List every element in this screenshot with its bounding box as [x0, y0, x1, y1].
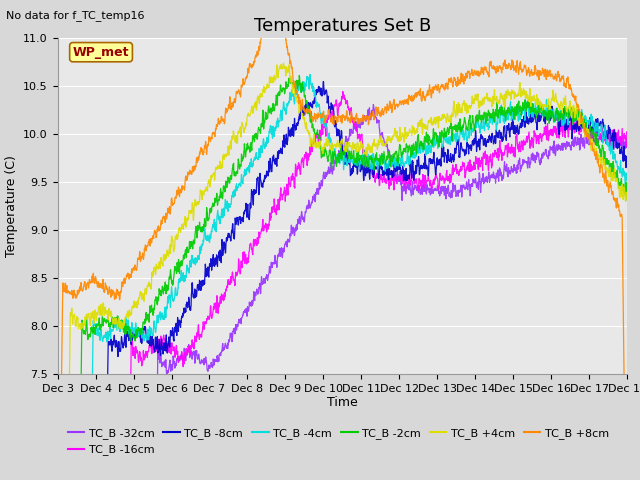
Text: WP_met: WP_met — [73, 46, 129, 59]
X-axis label: Time: Time — [327, 396, 358, 408]
Title: Temperatures Set B: Temperatures Set B — [254, 17, 431, 36]
Y-axis label: Temperature (C): Temperature (C) — [4, 156, 18, 257]
Legend: TC_B -32cm, TC_B -16cm, TC_B -8cm, TC_B -4cm, TC_B -2cm, TC_B +4cm, TC_B +8cm: TC_B -32cm, TC_B -16cm, TC_B -8cm, TC_B … — [63, 424, 613, 460]
Text: No data for f_TC_temp16: No data for f_TC_temp16 — [6, 10, 145, 21]
